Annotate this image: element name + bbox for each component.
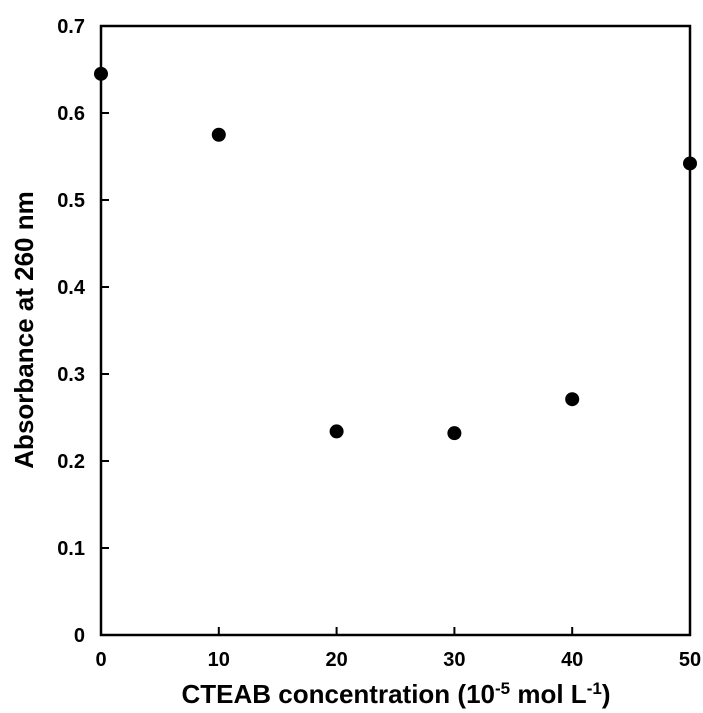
data-point <box>211 127 226 142</box>
data-point <box>329 424 344 439</box>
y-tick-label: 0.5 <box>57 190 85 212</box>
data-point <box>565 392 580 407</box>
plot-area <box>99 24 692 637</box>
y-tick-label: 0.4 <box>57 277 86 299</box>
y-tick-label: 0.3 <box>57 364 85 386</box>
y-tick-label: 0.7 <box>57 16 85 38</box>
data-point <box>683 156 697 171</box>
x-tick-label: 30 <box>443 649 465 671</box>
x-tick-label: 40 <box>561 649 583 671</box>
x-tick-label: 50 <box>679 649 701 671</box>
x-axis-title-sup2: -1 <box>587 679 602 698</box>
y-tick-label: 0 <box>74 625 85 647</box>
x-tick-label: 20 <box>325 649 347 671</box>
y-axis-title: Absorbance at 260 nm <box>9 191 39 468</box>
x-axis-ticks: 0 10 20 30 40 50 <box>95 627 701 671</box>
x-tick-label: 0 <box>95 649 106 671</box>
data-point <box>447 426 462 441</box>
y-tick-label: 0.1 <box>57 538 85 560</box>
y-tick-label: 0.6 <box>57 103 85 125</box>
x-axis-title-main: CTEAB concentration (10 <box>182 679 496 709</box>
data-points <box>94 66 697 441</box>
x-tick-label: 10 <box>208 649 230 671</box>
y-axis-ticks: 0 0.1 0.2 0.3 0.4 0.5 0.6 0.7 <box>57 16 109 647</box>
y-tick-label: 0.2 <box>57 451 85 473</box>
x-axis-title: CTEAB concentration (10-5 mol L-1) <box>182 679 611 710</box>
x-axis-title-end: ) <box>602 679 611 709</box>
x-axis-title-mid: mol L <box>510 679 587 709</box>
x-axis-title-sup1: -5 <box>495 679 510 698</box>
data-point <box>94 66 108 81</box>
